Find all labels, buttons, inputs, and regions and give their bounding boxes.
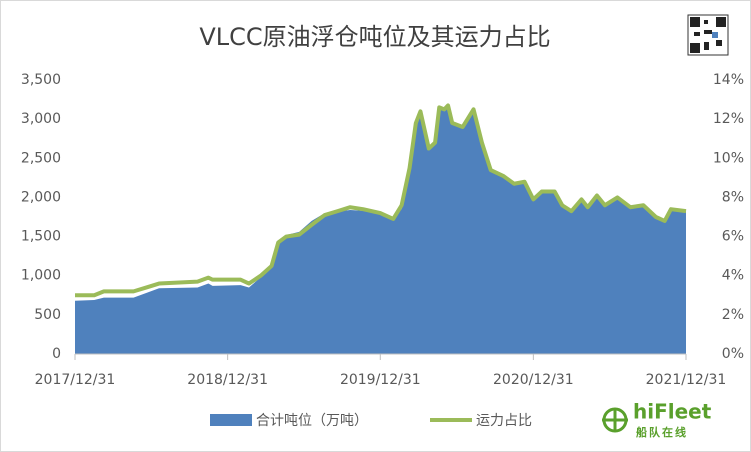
x-tick-label: 2018/12/31 [187, 372, 268, 388]
area [75, 103, 686, 354]
y-tick-label: 1,500 [21, 229, 61, 245]
y2-tick-label: 0% [722, 346, 744, 362]
chart-title: VLCC原油浮仓吨位及其运力占比 [199, 23, 550, 51]
logo-subtitle: 船队在线 [636, 425, 688, 439]
y-tick-label: 2,500 [21, 150, 61, 166]
line [75, 103, 687, 298]
legend-swatch [210, 414, 252, 426]
y2-tick-label: 6% [722, 229, 744, 245]
x-tick-label: 2019/12/31 [340, 372, 421, 388]
y-tick-label: 3,000 [21, 111, 61, 127]
qr-code [687, 14, 729, 56]
legend-label: 运力占比 [476, 413, 532, 429]
logo: hiFleet 船队在线 [602, 400, 712, 439]
y-tick-label: 0 [52, 346, 61, 362]
x-tick-label: 2020/12/31 [493, 372, 574, 388]
y2-tick-label: 12% [713, 111, 744, 127]
x-tick-label: 2021/12/31 [646, 372, 727, 388]
logo-name: hiFleet [633, 400, 712, 424]
y2-tick-label: 8% [722, 189, 744, 205]
y-tick-label: 1,000 [21, 268, 61, 284]
y2-tick-label: 10% [713, 150, 744, 166]
y2-tick-label: 4% [722, 268, 744, 284]
y-tick-label: 3,500 [21, 72, 61, 88]
y2-tick-label: 2% [722, 307, 744, 323]
y-tick-label: 500 [34, 307, 61, 323]
y2-tick-label: 14% [713, 72, 744, 88]
y-tick-label: 2,000 [21, 189, 61, 205]
x-tick-label: 2017/12/31 [35, 372, 116, 388]
legend-label: 合计吨位（万吨） [256, 413, 368, 429]
